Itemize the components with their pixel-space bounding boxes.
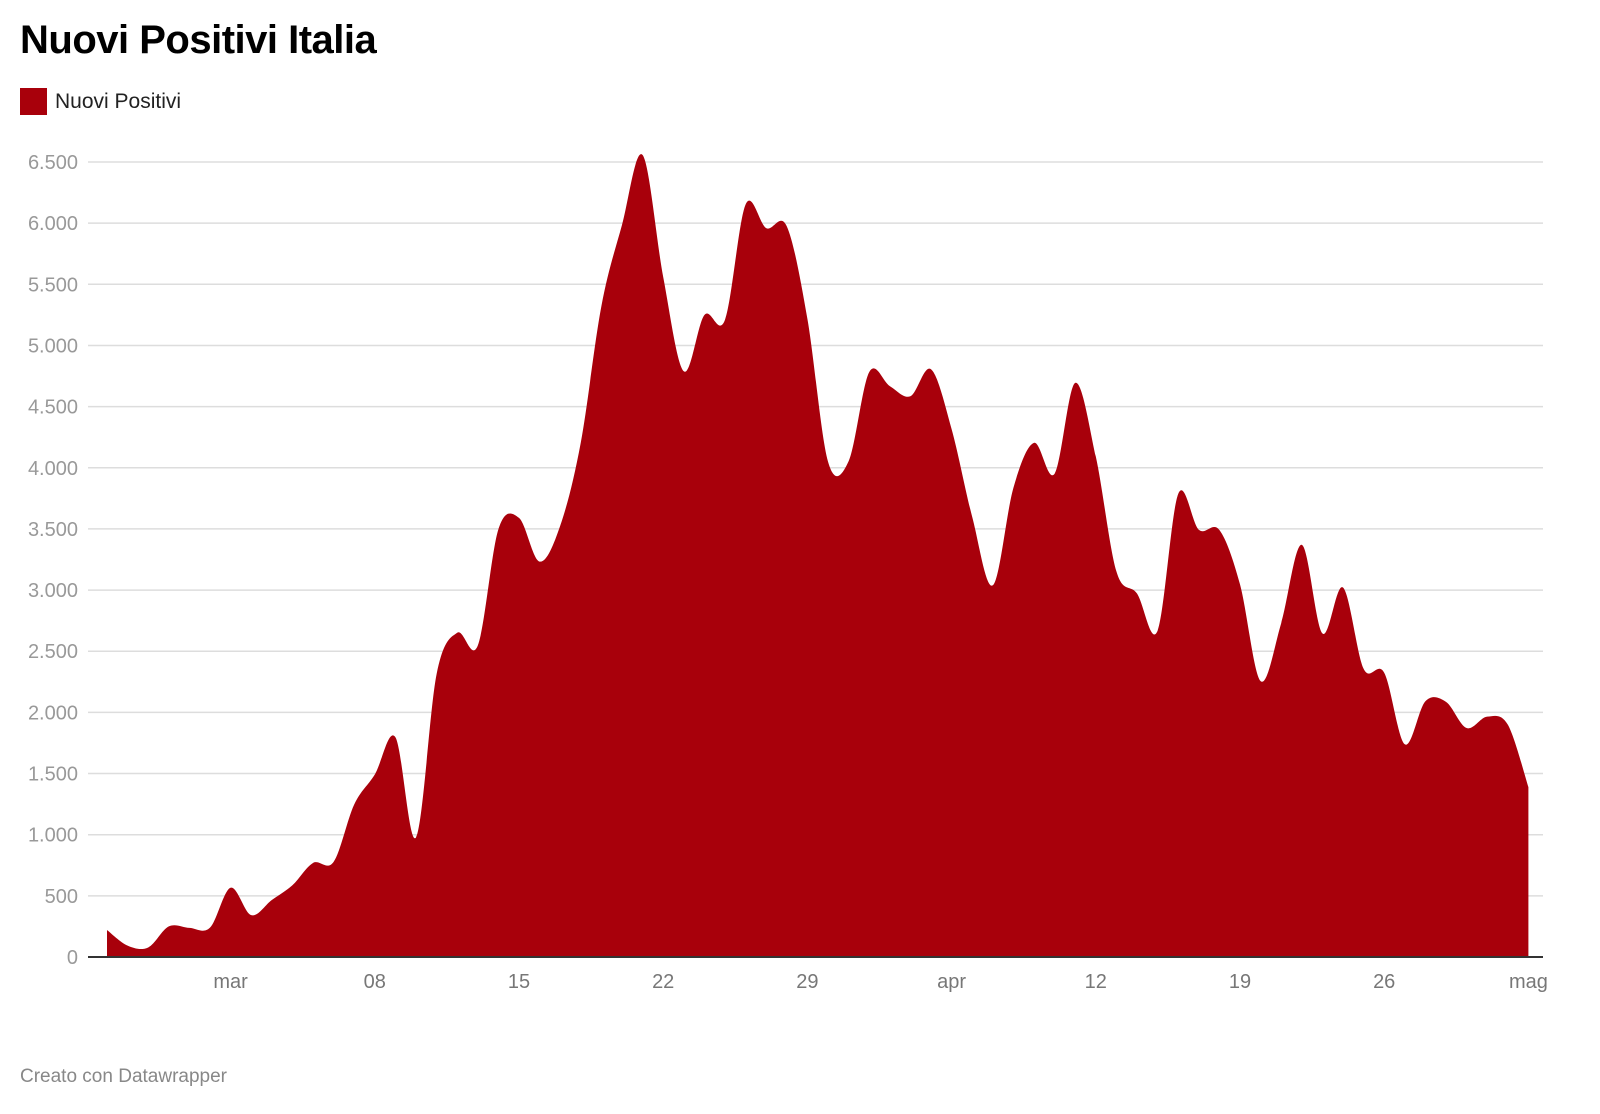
y-tick-label: 1.000 — [28, 825, 78, 847]
x-tick-label: 12 — [1085, 971, 1107, 993]
y-axis-ticks: 0 500 1.000 1.500 2.000 2.500 3.000 3.500 4.000 4… — [28, 152, 78, 969]
legend-swatch — [20, 88, 47, 115]
y-tick-label: 4.500 — [28, 397, 78, 419]
y-tick-label: 5.500 — [28, 274, 78, 296]
x-tick-label: mag — [1509, 971, 1548, 993]
y-tick-label: 3.000 — [28, 580, 78, 602]
area-layer — [107, 154, 1529, 958]
series-area-nuovi-positivi — [107, 154, 1529, 958]
x-tick-label: 19 — [1229, 971, 1251, 993]
y-tick-label: 500 — [45, 886, 78, 908]
x-tick-label: 08 — [364, 971, 386, 993]
y-tick-label: 4.000 — [28, 458, 78, 480]
legend-label: Nuovi Positivi — [55, 89, 182, 113]
y-tick-label: 0 — [67, 947, 78, 969]
y-tick-label: 2.000 — [28, 702, 78, 724]
y-tick-label: 1.500 — [28, 764, 78, 786]
y-tick-label: 6.500 — [28, 152, 78, 174]
x-tick-label: 15 — [508, 971, 530, 993]
x-tick-label: mar — [213, 971, 248, 993]
y-tick-label: 5.000 — [28, 335, 78, 357]
x-axis-ticks: mar 08 15 22 29 apr 12 19 26 mag — [213, 971, 1547, 993]
y-tick-label: 6.000 — [28, 213, 78, 235]
chart-title: Nuovi Positivi Italia — [20, 18, 377, 62]
footer-credit: Creato con Datawrapper — [20, 1066, 227, 1087]
legend: Nuovi Positivi — [20, 88, 181, 115]
y-tick-label: 3.500 — [28, 519, 78, 541]
x-tick-label: apr — [937, 971, 966, 993]
x-tick-label: 26 — [1373, 971, 1395, 993]
y-tick-label: 2.500 — [28, 641, 78, 663]
x-tick-label: 22 — [652, 971, 674, 993]
x-tick-label: 29 — [796, 971, 818, 993]
